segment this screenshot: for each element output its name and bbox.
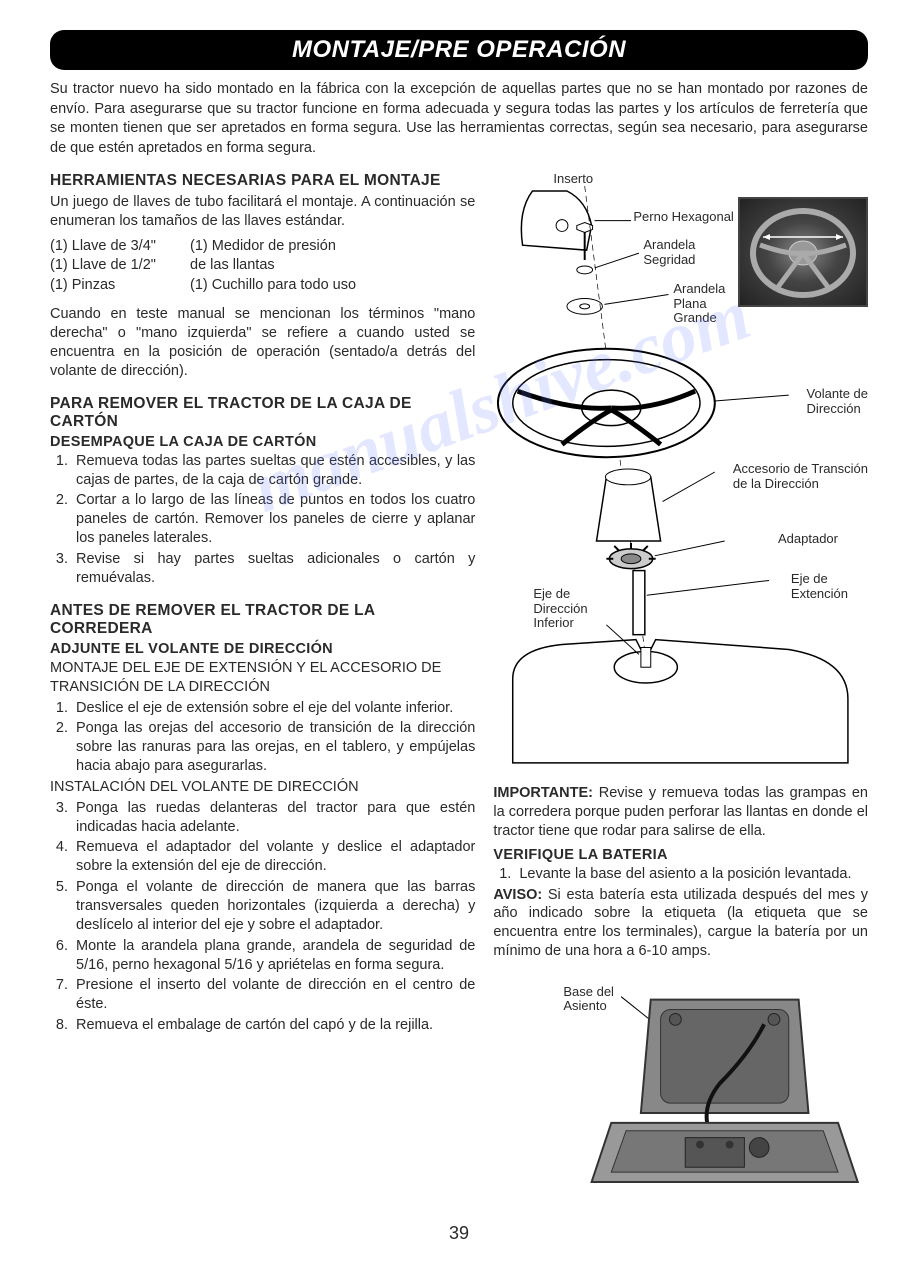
attach-wheel-subhead: ADJUNTE EL VOLANTE DE DIRECCIÓN <box>50 641 475 657</box>
label-accesorio: Accesorio de Transción de la Dirección <box>733 462 868 491</box>
list-item: Levante la base del asiento a la posició… <box>515 865 868 884</box>
list-item: Ponga el volante de dirección de manera … <box>72 878 475 935</box>
tool-item: (1) Medidor de presión <box>190 237 336 257</box>
steering-install-list: Ponga las ruedas delanteras del tractor … <box>50 799 475 1035</box>
list-item: Remueva todas las partes sueltas que est… <box>72 452 475 490</box>
tool-item: (1) Llave de 1/2" <box>50 256 190 276</box>
tool-item: (1) Pinzas <box>50 276 190 296</box>
list-item: Cortar a lo largo de las líneas de punto… <box>72 491 475 548</box>
tool-item: de las llantas <box>190 256 275 276</box>
steering-wheel-photo <box>738 197 868 307</box>
label-volante: Volante de Dirección <box>807 387 868 416</box>
aviso-paragraph: AVISO: Si esta batería esta utilizada de… <box>493 886 868 961</box>
list-item: Deslice el eje de extensión sobre el eje… <box>72 699 475 718</box>
label-arandela-plana: Arandela Plana Grande <box>673 282 725 325</box>
page-number: 39 <box>50 1223 868 1244</box>
list-item: Monte la arandela plana grande, arandela… <box>72 937 475 975</box>
tools-heading: HERRAMIENTAS NECESARIAS PARA EL MONTAJE <box>50 172 475 191</box>
page-banner: MONTAJE/PRE OPERACIÓN <box>50 30 868 70</box>
tools-note: Cuando en teste manual se mencionan los … <box>50 305 475 380</box>
tools-list: (1) Llave de 3/4"(1) Medidor de presión … <box>50 237 475 296</box>
battery-list: Levante la base del asiento a la posició… <box>493 865 868 884</box>
intro-paragraph: Su tractor nuevo ha sido montado en la f… <box>50 80 868 158</box>
list-item: Ponga las ruedas delanteras del tractor … <box>72 799 475 837</box>
steering-exploded-diagram: Inserto Perno Hexagonal Arandela Segrida… <box>493 172 868 772</box>
list-item: Presione el inserto del volante de direc… <box>72 976 475 1014</box>
tool-item: (1) Llave de 3/4" <box>50 237 190 257</box>
label-inserto: Inserto <box>553 172 593 186</box>
install-wheel-heading: INSTALACIÓN DEL VOLANTE DE DIRECCIÓN <box>50 778 475 797</box>
steering-mount-list: Deslice el eje de extensión sobre el eje… <box>50 699 475 776</box>
label-perno: Perno Hexagonal <box>633 210 733 224</box>
importante-paragraph: IMPORTANTE: Revise y remueva todas las g… <box>493 784 868 841</box>
remove-heading: PARA REMOVER EL TRACTOR DE LA CAJA DE CA… <box>50 395 475 432</box>
seat-base-diagram: Base del Asiento <box>493 975 868 1205</box>
list-item: Remueva el adaptador del volante y desli… <box>72 838 475 876</box>
list-item: Revise si hay partes sueltas adicionales… <box>72 550 475 588</box>
two-column-layout: HERRAMIENTAS NECESARIAS PARA EL MONTAJE … <box>50 172 868 1205</box>
unpack-list: Remueva todas las partes sueltas que est… <box>50 452 475 588</box>
label-adaptador: Adaptador <box>778 532 838 546</box>
importante-label: IMPORTANTE: <box>493 785 593 801</box>
section-battery: VERIFIQUE LA BATERIA Levante la base del… <box>493 847 868 961</box>
section-remove-carton: PARA REMOVER EL TRACTOR DE LA CAJA DE CA… <box>50 395 475 588</box>
before-heading: ANTES DE REMOVER EL TRACTOR DE LA CORRED… <box>50 602 475 639</box>
battery-heading: VERIFIQUE LA BATERIA <box>493 847 868 863</box>
section-before-remove: ANTES DE REMOVER EL TRACTOR DE LA CORRED… <box>50 602 475 1035</box>
mount-ext-heading: MONTAJE DEL EJE DE EXTENSIÓN Y EL ACCESO… <box>50 659 475 697</box>
section-tools: HERRAMIENTAS NECESARIAS PARA EL MONTAJE … <box>50 172 475 380</box>
label-arandela-seg: Arandela Segridad <box>643 238 695 267</box>
unpack-subhead: DESEMPAQUE LA CAJA DE CARTÓN <box>50 434 475 450</box>
list-item: Remueva el embalage de cartón del capó y… <box>72 1016 475 1035</box>
aviso-label: AVISO: <box>493 887 542 903</box>
tools-intro: Un juego de llaves de tubo facilitará el… <box>50 193 475 231</box>
label-eje-ext: Eje de Extención <box>791 572 848 601</box>
right-column: Inserto Perno Hexagonal Arandela Segrida… <box>493 172 868 1205</box>
tool-item: (1) Cuchillo para todo uso <box>190 276 356 296</box>
label-eje-inf: Eje de Dirección Inferior <box>533 587 587 630</box>
label-base-asiento: Base del Asiento <box>563 985 614 1014</box>
list-item: Ponga las orejas del accesorio de transi… <box>72 719 475 776</box>
aviso-text: Si esta batería esta utilizada después d… <box>493 887 868 960</box>
left-column: HERRAMIENTAS NECESARIAS PARA EL MONTAJE … <box>50 172 475 1205</box>
